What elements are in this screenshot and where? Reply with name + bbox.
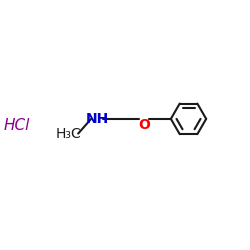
- Text: O: O: [138, 118, 150, 132]
- Text: H₃C: H₃C: [56, 126, 81, 140]
- Text: NH: NH: [86, 112, 110, 126]
- Text: HCl: HCl: [4, 118, 30, 132]
